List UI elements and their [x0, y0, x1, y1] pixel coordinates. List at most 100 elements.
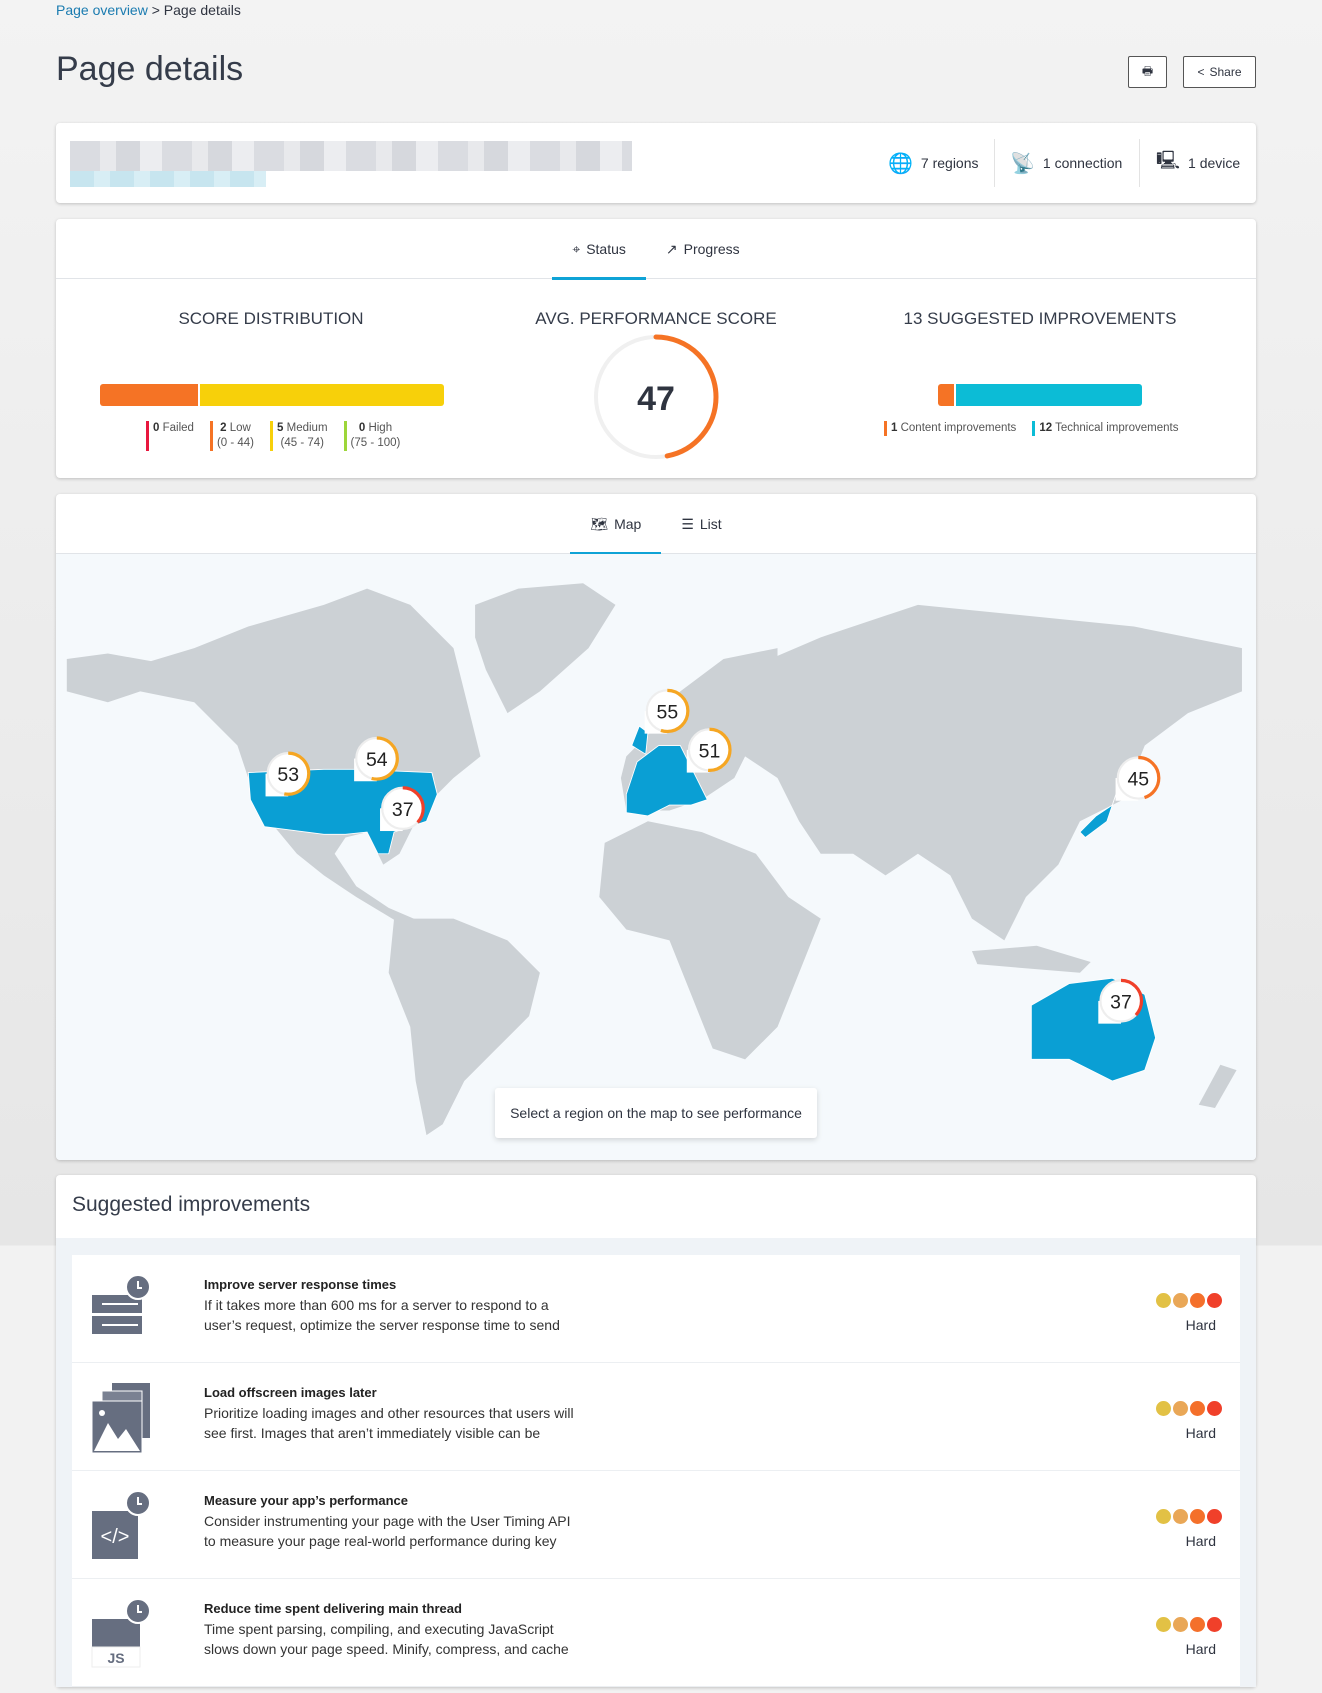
- region-score-marker[interactable]: 54: [354, 736, 399, 782]
- score-distribution-legend: 0 Failed 2 Low (0 - 44) 5 Medium (45 - 74) 0 …: [146, 421, 400, 451]
- improvement-title: Improve server response times: [204, 1277, 397, 1292]
- difficulty-label: Hard: [1185, 1533, 1216, 1549]
- status-card: ⌖ Status ↗ Progress SCORE DISTRIBUTION 0 F…: [56, 219, 1256, 478]
- legend-item: 0 High (75 - 100): [343, 421, 400, 451]
- globe-icon: 🌐: [888, 152, 913, 175]
- improvement-item[interactable]: JS Reduce time spent delivering main thre…: [72, 1579, 1240, 1687]
- map-tabs: 🗺 Map ☰ List: [56, 494, 1256, 555]
- region-score-marker[interactable]: 37: [380, 786, 425, 832]
- marker-score: 54: [366, 749, 388, 771]
- avg-score-gauge: 47: [593, 334, 719, 460]
- marker-score: 45: [1127, 769, 1149, 791]
- improvement-description: Time spent parsing, compiling, and execu…: [204, 1621, 569, 1657]
- marker-score: 51: [699, 740, 721, 762]
- map-hint-tooltip: Select a region on the map to see perfor…: [495, 1088, 817, 1138]
- difficulty-label: Hard: [1185, 1317, 1216, 1333]
- region-score-marker[interactable]: 55: [644, 688, 690, 734]
- region-score-marker[interactable]: 53: [265, 751, 311, 797]
- server-timer-icon: [90, 1273, 151, 1343]
- map-icon: 🗺: [590, 515, 609, 532]
- js-timer-icon: JS: [90, 1597, 151, 1668]
- print-button[interactable]: 🖶: [1128, 56, 1167, 88]
- suggested-improvements-card: Suggested improvements Improve server re…: [56, 1175, 1256, 1687]
- status-tabs: ⌖ Status ↗ Progress: [56, 219, 1256, 280]
- improvements-summary-title: 13 SUGGESTED IMPROVEMENTS: [903, 309, 1177, 328]
- crosshair-icon: ⌖: [572, 240, 581, 257]
- land-asia: [734, 604, 1242, 941]
- region-score-marker[interactable]: 51: [686, 727, 732, 773]
- difficulty-indicator: [1156, 1509, 1222, 1524]
- bar-segment: [938, 384, 954, 406]
- region-score-marker[interactable]: 45: [1115, 755, 1161, 801]
- printer-icon: 🖶: [1141, 63, 1154, 78]
- score-distribution-bar: [100, 384, 444, 406]
- land-indonesia: [971, 945, 1091, 973]
- antenna-icon: 📡: [1010, 152, 1035, 175]
- marker-score: 53: [277, 764, 299, 786]
- tab-map[interactable]: 🗺 Map: [570, 494, 662, 555]
- blurred-page-title: [70, 141, 632, 171]
- legend-item: 1 Content improvements: [884, 421, 1016, 436]
- land-new-zealand: [1198, 1064, 1237, 1109]
- improvement-title: Reduce time spent delivering main thread: [204, 1601, 462, 1616]
- code-timer-icon: </>: [90, 1489, 151, 1559]
- breadcrumb-page-overview[interactable]: Page overview: [56, 2, 148, 18]
- improvement-item[interactable]: Improve server response times If it takes…: [72, 1255, 1240, 1363]
- land-south-america: [388, 918, 540, 1136]
- list-icon: ☰: [681, 515, 694, 532]
- tab-list[interactable]: ☰ List: [681, 515, 722, 533]
- improvement-description: If it takes more than 600 ms for a serve…: [204, 1297, 560, 1333]
- page-title: Page details: [56, 50, 244, 88]
- map-card: 🗺 Map ☰ List 53 54 37 55 51 45 37: [56, 494, 1256, 1160]
- improvements-bar: [938, 384, 1142, 406]
- tab-progress[interactable]: ↗ Progress: [665, 240, 740, 258]
- blurred-page-url: [70, 171, 266, 187]
- marker-score: 37: [1110, 991, 1132, 1013]
- land-africa: [599, 821, 821, 1060]
- bar-segment: [955, 384, 1142, 406]
- score-distribution-title: SCORE DISTRIBUTION: [178, 309, 364, 328]
- bar-segment: [199, 384, 444, 406]
- share-icon: <: [1197, 65, 1205, 79]
- improvement-description: Consider instrumenting your page with th…: [204, 1513, 571, 1549]
- region-score-marker[interactable]: 37: [1098, 978, 1144, 1024]
- suggested-improvements-title: Suggested improvements: [72, 1193, 311, 1216]
- share-button[interactable]: < Share: [1183, 56, 1256, 88]
- land-greenland: [475, 583, 616, 714]
- regions-info: 🌐 7 regions: [888, 152, 979, 175]
- legend-item: 12 Technical improvements: [1032, 421, 1178, 436]
- avg-score-value: 47: [637, 380, 675, 418]
- difficulty-indicator: [1156, 1293, 1222, 1308]
- improvement-title: Measure your app’s performance: [204, 1493, 408, 1508]
- breadcrumb: Page overview > Page details: [56, 2, 241, 18]
- images-icon: [90, 1381, 150, 1454]
- avg-score-title: AVG. PERFORMANCE SCORE: [535, 309, 777, 328]
- gauge-arc: [593, 334, 719, 460]
- legend-item: 5 Medium (45 - 74): [270, 421, 328, 451]
- difficulty-indicator: [1156, 1617, 1222, 1632]
- page-info-card: 🌐 7 regions 📡 1 connection 🖳 1 device: [56, 123, 1256, 203]
- improvements-list: Improve server response times If it takes…: [56, 1238, 1256, 1687]
- difficulty-indicator: [1156, 1401, 1222, 1416]
- svg-text:</>: </>: [101, 1526, 130, 1548]
- world-map[interactable]: 53 54 37 55 51 45 37 Select a region on the ma…: [56, 554, 1256, 1160]
- improvement-item[interactable]: </> Measure your app’s performance Conside…: [72, 1471, 1240, 1579]
- marker-score: 37: [392, 799, 414, 821]
- improvement-item[interactable]: Load offscreen images later Prioritize lo…: [72, 1363, 1240, 1471]
- tab-status[interactable]: ⌖ Status: [552, 219, 646, 280]
- legend-item: 0 Failed: [146, 421, 194, 451]
- improvements-legend: 1 Content improvements 12 Technical impro…: [884, 421, 1178, 436]
- device-info: 🖳 1 device: [1156, 123, 1240, 203]
- difficulty-label: Hard: [1185, 1425, 1216, 1441]
- bar-segment: [100, 384, 198, 406]
- marker-score: 55: [657, 701, 679, 723]
- connection-info: 📡 1 connection: [1010, 152, 1123, 175]
- difficulty-label: Hard: [1185, 1641, 1216, 1657]
- breadcrumb-current: Page details: [163, 2, 241, 18]
- legend-item: 2 Low (0 - 44): [209, 421, 254, 451]
- improvement-title: Load offscreen images later: [204, 1385, 377, 1400]
- svg-text:JS: JS: [107, 1650, 124, 1666]
- trend-icon: ↗: [665, 240, 678, 257]
- improvement-description: Prioritize loading images and other reso…: [204, 1405, 574, 1441]
- devices-icon: 🖳: [1156, 150, 1181, 170]
